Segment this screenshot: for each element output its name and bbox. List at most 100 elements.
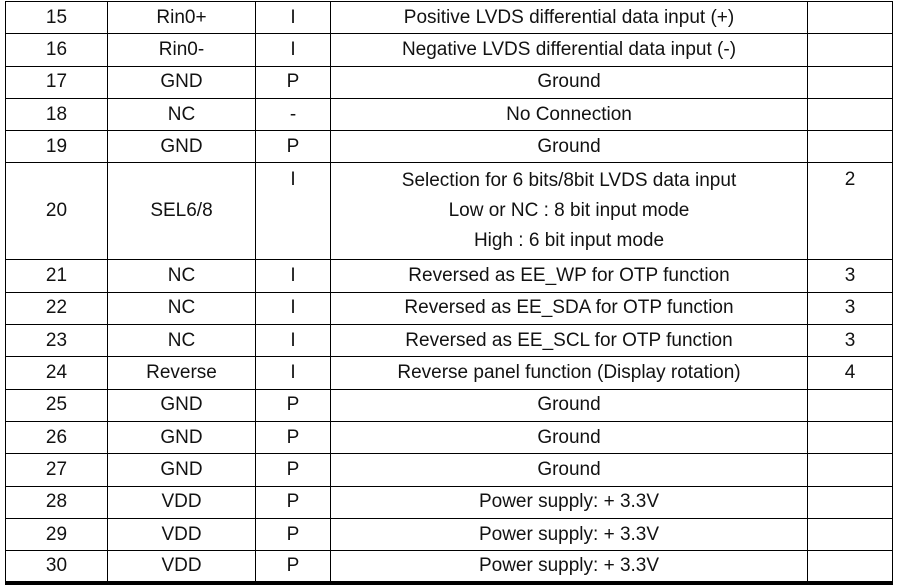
pin-number-cell: 27 [5,453,108,487]
description-line: Reverse panel function (Display rotation… [397,362,741,384]
pin-symbol-cell: GND [107,388,256,422]
pin-number-cell: 23 [5,324,108,358]
pin-note-cell [807,97,893,132]
pin-description-cell: Power supply: + 3.3V [330,550,808,584]
table-row: 16 Rin0- I Negative LVDS differential data … [5,33,893,67]
description-line: Power supply: + 3.3V [478,491,660,513]
description-line: No Connection [506,103,632,125]
table-row: 22 NC I Reversed as EE_SDA for OTP function… [5,291,893,326]
pin-symbol-cell: VDD [107,517,256,552]
pin-assignment-table: 15 Rin0+ I Positive LVDS differential data … [5,0,893,585]
description-line: Reversed as EE_SCL for OTP function [405,329,733,351]
description-line: Ground [537,71,601,93]
pin-note-cell [807,130,893,164]
pin-description-cell: Reversed as EE_SCL for OTP function [330,324,808,358]
pin-note-cell [807,420,893,455]
table-row: 20 SEL6/8 I Selection for 6 bits/8bit LVDS … [5,162,893,261]
pin-number-cell: 29 [5,517,108,552]
table-row: 28 VDD P Power supply: + 3.3V [5,485,893,519]
pin-symbol-cell: NC [107,97,256,132]
pin-description-cell: Ground [330,388,808,422]
table-row: 30 VDD P Power supply: + 3.3V [5,550,893,584]
pin-description-cell: Positive LVDS differential data input (+… [330,0,808,35]
description-line: Ground [537,426,601,448]
pin-number-cell: 19 [5,130,108,164]
pin-note-cell: 3 [807,259,893,293]
pin-io-cell: P [255,388,331,422]
pin-note-cell [807,550,893,584]
pin-number-cell: 28 [5,485,108,519]
pin-io-cell: P [255,485,331,519]
pin-symbol-cell: GND [107,453,256,487]
pin-note-cell: 2 [807,162,893,261]
pin-io-cell: I [255,356,331,390]
pin-number-cell: 25 [5,388,108,422]
pin-description-cell: Power supply: + 3.3V [330,485,808,519]
pin-symbol-cell: NC [107,324,256,358]
pin-symbol-cell: VDD [107,485,256,519]
table-row: 21 NC I Reversed as EE_WP for OTP function 3 [5,259,893,293]
table-row: 26 GND P Ground [5,420,893,455]
pin-io-cell: I [255,324,331,358]
pin-note-cell: 4 [807,356,893,390]
description-line: Ground [537,135,601,157]
pin-description-cell: Selection for 6 bits/8bit LVDS data inpu… [330,162,808,261]
pin-io-cell: I [255,291,331,326]
pin-description-cell: Reverse panel function (Display rotation… [330,356,808,390]
pin-description-cell: Negative LVDS differential data input (-… [330,33,808,67]
table-row: 17 GND P Ground [5,65,893,99]
table-row: 15 Rin0+ I Positive LVDS differential data … [5,0,893,35]
pin-number-cell: 18 [5,97,108,132]
pin-note-cell [807,388,893,422]
pin-symbol-cell: Rin0+ [107,0,256,35]
pin-number-cell: 24 [5,356,108,390]
pin-io-cell: P [255,517,331,552]
pin-description-cell: Ground [330,453,808,487]
description-line: Ground [537,458,601,480]
pin-io-cell: - [255,97,331,132]
pin-io-cell: I [255,162,331,261]
pin-symbol-cell: GND [107,65,256,99]
pin-io-cell: P [255,453,331,487]
pin-io-cell: P [255,550,331,584]
pin-io-cell: P [255,130,331,164]
pin-note-cell [807,453,893,487]
pin-io-cell: P [255,65,331,99]
description-line: Power supply: + 3.3V [478,523,660,545]
pin-io-cell: I [255,0,331,35]
pin-note-cell: 3 [807,291,893,326]
description-line: Negative LVDS differential data input (-… [401,38,737,60]
pin-number-cell: 16 [5,33,108,67]
pin-symbol-cell: GND [107,420,256,455]
pin-note-cell [807,0,893,35]
table-row: 25 GND P Ground [5,388,893,422]
pin-symbol-cell: NC [107,259,256,293]
pin-number-cell: 22 [5,291,108,326]
pin-number-cell: 17 [5,65,108,99]
description-line: Low or NC : 8 bit input mode [448,200,690,222]
pin-note-cell [807,65,893,99]
pin-symbol-cell: Reverse [107,356,256,390]
description-line: Power supply: + 3.3V [478,555,660,577]
description-line: Positive LVDS differential data input (+… [403,6,735,28]
pin-number-cell: 15 [5,0,108,35]
pin-io-cell: P [255,420,331,455]
table-row: 27 GND P Ground [5,453,893,487]
pin-description-cell: Power supply: + 3.3V [330,517,808,552]
pin-symbol-cell: NC [107,291,256,326]
pin-number-cell: 20 [5,162,108,261]
pin-symbol-cell: SEL6/8 [107,162,256,261]
pin-symbol-cell: Rin0- [107,33,256,67]
table-row: 29 VDD P Power supply: + 3.3V [5,517,893,552]
description-line: High : 6 bit input mode [473,230,665,252]
description-line: Ground [537,394,601,416]
pin-number-cell: 21 [5,259,108,293]
pin-description-cell: Ground [330,130,808,164]
pin-description-cell: Ground [330,420,808,455]
pin-note-cell [807,517,893,552]
description-line: Reversed as EE_WP for OTP function [408,265,730,287]
pin-io-cell: I [255,33,331,67]
pin-note-cell: 3 [807,324,893,358]
table-row: 18 NC - No Connection [5,97,893,132]
